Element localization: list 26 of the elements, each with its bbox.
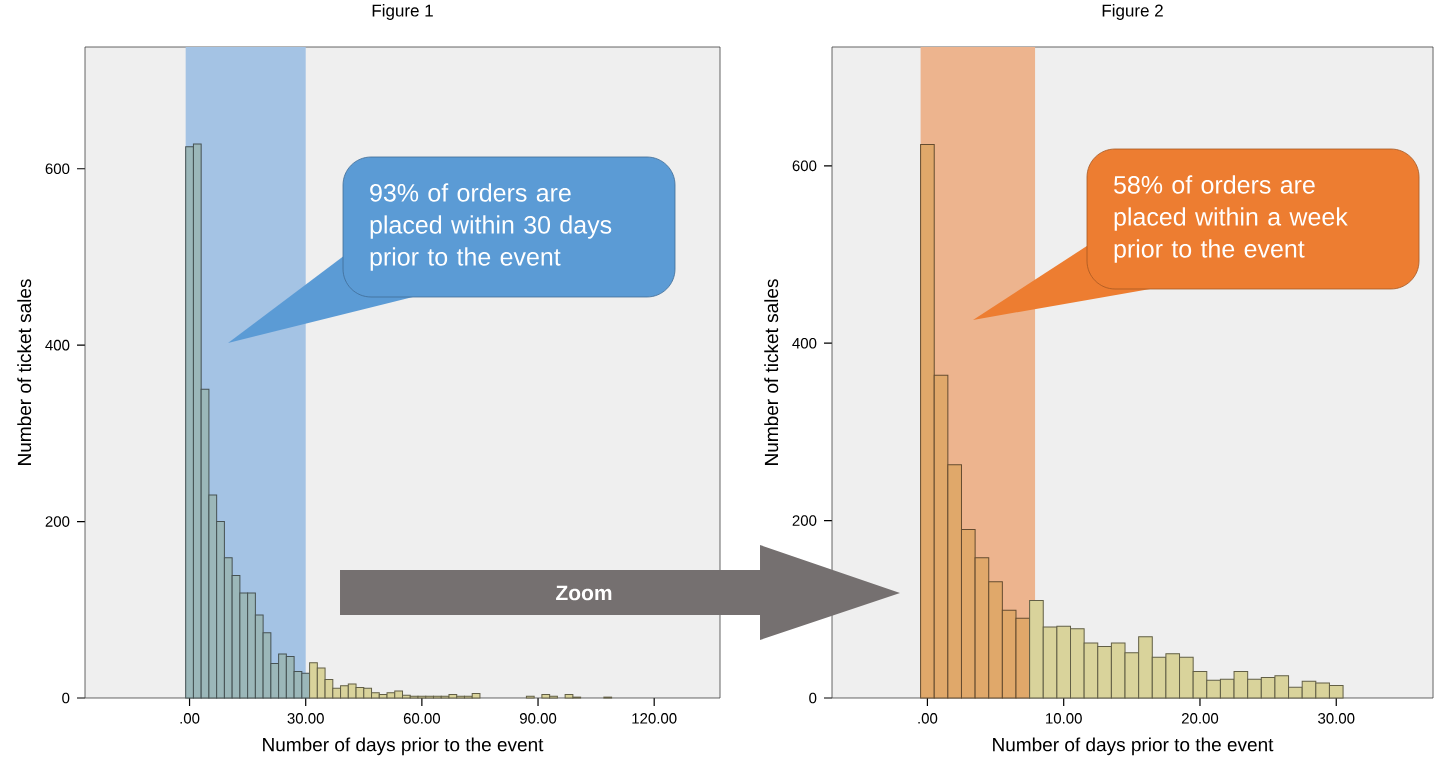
y-tick-label: 200 [792, 515, 817, 526]
x-axis-title: Number of days prior to the event [993, 737, 1274, 756]
annotation: 58% of orders are placed within a week prior to the event [1114, 175, 1348, 263]
y-tick-label: 600 [45, 163, 70, 175]
x-axis-title: Number of days prior to the event [263, 737, 544, 756]
y-tick-label: 0 [809, 692, 817, 704]
y-tick-label: 400 [792, 337, 817, 349]
x-tick-label: 10.00 [1046, 713, 1082, 724]
annotation: Zoom [556, 585, 612, 601]
y-tick-label: 0 [62, 692, 70, 704]
x-tick-label: .00 [918, 713, 938, 724]
y-tick-label: 600 [792, 160, 817, 172]
y-tick-label: 400 [45, 339, 70, 351]
y-axis-title: Number of ticket sales [764, 279, 779, 465]
y-axis-title: Number of ticket sales [17, 279, 32, 465]
x-tick-label: 120.00 [632, 713, 677, 724]
x-tick-label: 20.00 [1181, 713, 1219, 724]
chart-title: Figure 1 [372, 4, 433, 20]
x-tick-label: 30.00 [287, 713, 324, 724]
x-tick-label: .00 [180, 713, 200, 724]
annotation: 93% of orders are placed within 30 days prior to the event [370, 183, 612, 271]
y-tick-label: 200 [45, 516, 70, 527]
x-tick-label: 90.00 [519, 713, 557, 724]
chart-title: Figure 2 [1102, 4, 1163, 20]
x-tick-label: 30.00 [1318, 713, 1355, 724]
x-tick-label: 60.00 [403, 713, 441, 724]
